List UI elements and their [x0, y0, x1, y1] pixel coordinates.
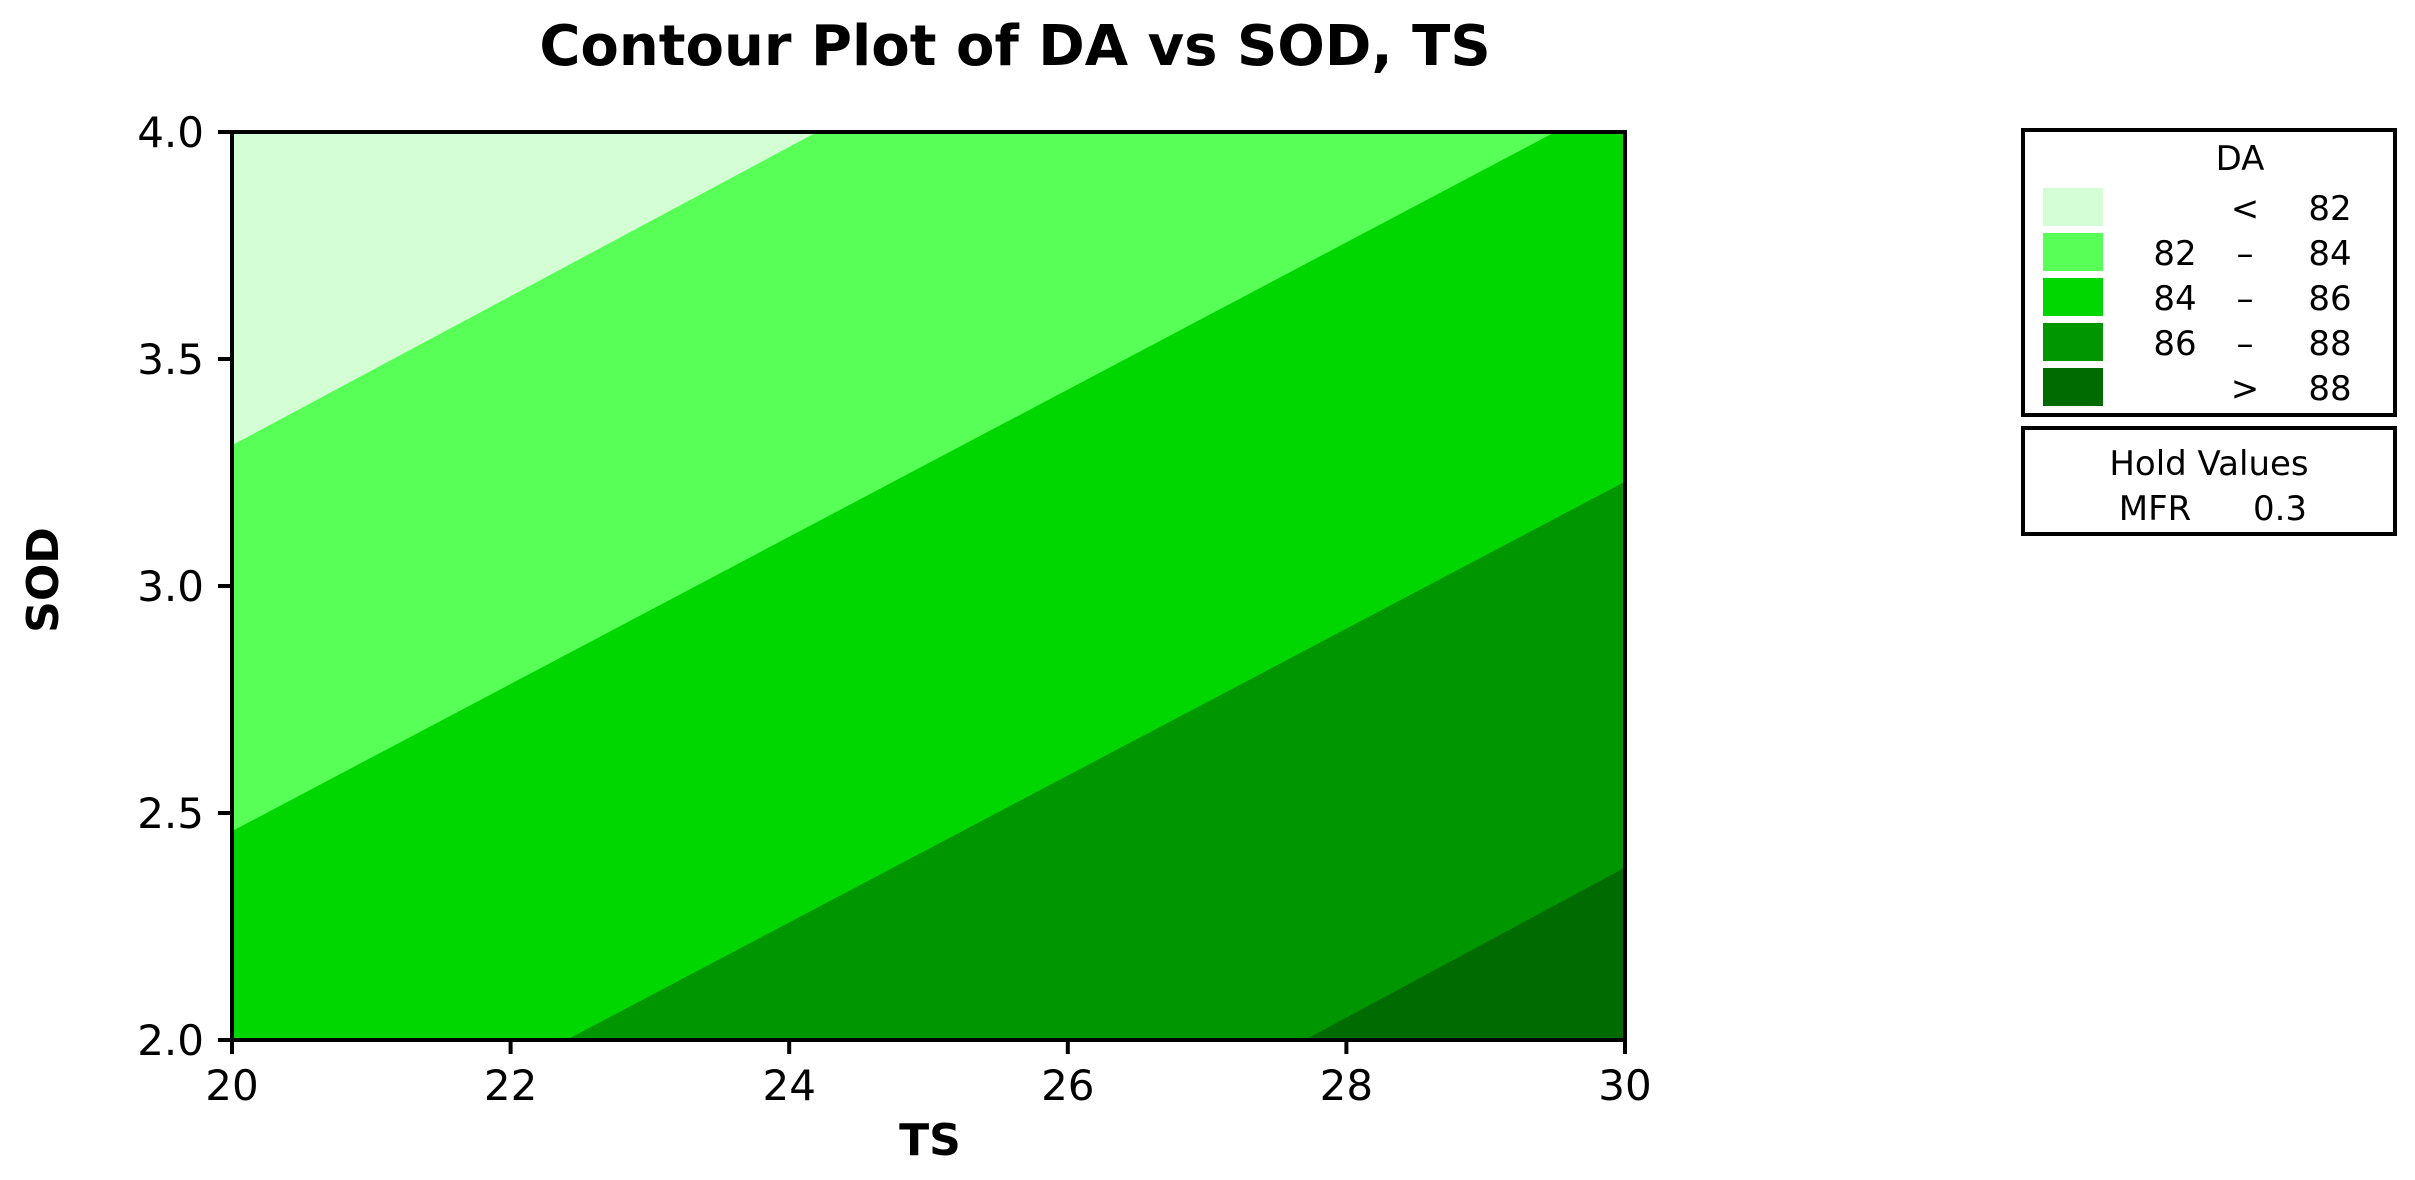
contour-region-4	[1304, 867, 1625, 1040]
legend-low: 84	[2153, 279, 2196, 319]
hold-values-value: 0.3	[2253, 489, 2307, 529]
legend-swatch	[2043, 188, 2103, 226]
y-axis-label: SOD	[18, 527, 69, 633]
x-tick-label: 28	[1320, 1061, 1373, 1110]
x-tick-label: 20	[205, 1061, 258, 1110]
legend-box	[2021, 128, 2397, 417]
hold-values-box: Hold Values MFR 0.3	[2021, 426, 2397, 536]
x-tick-label: 26	[1041, 1061, 1094, 1110]
legend-swatch	[2043, 368, 2103, 406]
legend-high: 84	[2308, 234, 2351, 274]
contour-region-3	[566, 481, 1625, 1041]
legend-swatch	[2043, 323, 2103, 361]
chart-title: Contour Plot of DA vs SOD, TS	[539, 14, 1490, 79]
legend-high: 88	[2308, 324, 2351, 364]
legend-operator: <	[2231, 189, 2260, 229]
legend-swatch	[2043, 233, 2103, 271]
x-axis: 20 22 24 26 28 30	[205, 1040, 1652, 1110]
contour-regions	[232, 132, 1625, 1041]
y-tick-label: 2.5	[137, 789, 204, 838]
hold-values-variable: MFR	[2119, 489, 2192, 529]
legend-high: 88	[2308, 369, 2351, 409]
y-tick-label: 3.5	[137, 335, 204, 384]
legend: DA <82 82 – 84 84 – 86 86 – 88 > 88	[2021, 128, 2397, 417]
x-tick-label: 22	[484, 1061, 537, 1110]
legend-low: 86	[2153, 324, 2196, 364]
legend-high: 82	[2308, 189, 2351, 229]
legend-operator: >	[2231, 369, 2260, 409]
y-tick-label: 2.0	[137, 1016, 204, 1065]
x-axis-label: TS	[899, 1115, 961, 1166]
legend-swatch	[2043, 278, 2103, 316]
legend-low: 82	[2153, 234, 2196, 274]
legend-operator: –	[2237, 279, 2254, 319]
legend-operator: –	[2237, 324, 2254, 364]
legend-title: DA	[2216, 139, 2265, 179]
y-tick-label: 4.0	[137, 108, 204, 157]
legend-high: 86	[2308, 279, 2351, 319]
legend-operator: –	[2237, 234, 2254, 274]
hold-values-title: Hold Values	[2109, 444, 2308, 484]
x-tick-label: 24	[762, 1061, 815, 1110]
legend-entries: <82 82 – 84 84 – 86 86 – 88 > 88	[2043, 188, 2352, 409]
hold-values-frame	[2021, 426, 2397, 536]
y-axis: 2.0 2.5 3.0 3.5 4.0	[137, 108, 232, 1065]
y-tick-label: 3.0	[137, 562, 204, 611]
x-tick-label: 30	[1598, 1061, 1651, 1110]
